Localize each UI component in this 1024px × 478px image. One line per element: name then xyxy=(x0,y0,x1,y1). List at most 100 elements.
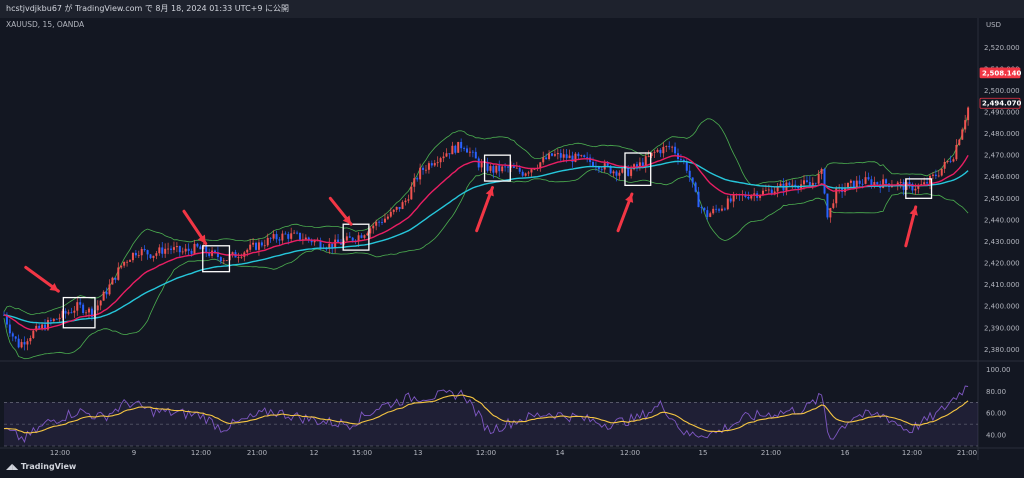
arrow-head xyxy=(625,194,634,203)
candle-body xyxy=(463,148,466,149)
price-chart[interactable]: USD 2,380.000 2,390.000 2,400.000 2,410.000 2… xyxy=(0,18,1024,460)
candle-body xyxy=(507,166,510,168)
tradingview-logo[interactable]: ◢◣ TradingView xyxy=(6,462,76,471)
candle-body xyxy=(929,175,932,184)
candle-body xyxy=(512,166,515,168)
tradingview-logo-icon: ◢◣ xyxy=(6,462,19,471)
highlight-box xyxy=(342,223,370,251)
candle-body xyxy=(480,162,483,168)
logo-text: TradingView xyxy=(20,462,77,471)
candle-body xyxy=(451,145,454,155)
candle-body xyxy=(571,155,574,162)
candle-body xyxy=(41,324,44,329)
candle-body xyxy=(908,182,911,184)
price-badge-label: 2,508.140 xyxy=(982,69,1022,77)
candle-body xyxy=(706,210,709,217)
candle-body xyxy=(630,169,633,176)
candle-body xyxy=(52,318,55,322)
candle-body xyxy=(697,191,700,208)
price-tick-label: 2,520.000 xyxy=(984,44,1020,52)
candle-body xyxy=(108,284,111,295)
candle-body xyxy=(167,248,170,250)
candle-body xyxy=(542,157,545,163)
candle-body xyxy=(413,178,416,187)
candle-body xyxy=(363,235,366,238)
candle-body xyxy=(240,256,243,258)
candle-body xyxy=(668,146,671,148)
candle-body xyxy=(383,218,386,223)
candle-body xyxy=(548,153,551,160)
time-tick-label: 15 xyxy=(699,449,708,457)
candle-body xyxy=(750,195,753,199)
candle-body xyxy=(791,184,794,186)
candle-body xyxy=(952,159,955,162)
candle-body xyxy=(351,237,354,241)
candle-body xyxy=(788,182,791,186)
ema-fast-line xyxy=(3,154,969,331)
candle-body xyxy=(808,181,811,186)
candle-body xyxy=(726,198,729,210)
candle-body xyxy=(58,317,61,320)
price-tick-label: 2,390.000 xyxy=(984,324,1020,332)
candle-body xyxy=(275,234,278,240)
candle-body xyxy=(861,183,864,185)
candle-body xyxy=(140,249,143,256)
candle-body xyxy=(662,146,665,154)
candle-body xyxy=(841,187,844,193)
candle-body xyxy=(937,175,940,177)
candle-body xyxy=(940,168,943,176)
candle-body xyxy=(958,139,961,145)
candle-body xyxy=(82,304,85,313)
candle-body xyxy=(313,240,316,243)
candle-body xyxy=(55,318,58,320)
candle-body xyxy=(29,337,32,342)
candle-body xyxy=(266,237,269,246)
candle-body xyxy=(492,166,495,173)
candle-body xyxy=(805,180,808,182)
candle-body xyxy=(337,239,340,243)
price-tick-label: 2,460.000 xyxy=(984,173,1020,181)
candle-body xyxy=(794,184,797,187)
time-tick-label: 15:00 xyxy=(352,449,372,457)
candle-body xyxy=(592,161,595,167)
rsi-tick-label: 60.00 xyxy=(986,410,1006,418)
price-tick-label: 2,490.000 xyxy=(984,109,1020,117)
candle-body xyxy=(284,233,287,235)
candle-body xyxy=(688,170,691,178)
candle-body xyxy=(468,151,471,153)
candle-body xyxy=(345,236,348,241)
candle-body xyxy=(550,153,553,156)
candle-body xyxy=(430,163,433,166)
candle-body xyxy=(378,221,381,223)
candle-body xyxy=(609,165,612,174)
candle-body xyxy=(729,198,732,202)
candle-body xyxy=(712,208,715,214)
candle-body xyxy=(281,233,284,241)
candle-body xyxy=(216,252,219,258)
candle-body xyxy=(715,208,718,210)
candle-body xyxy=(589,157,592,162)
candle-body xyxy=(477,158,480,168)
candle-body xyxy=(556,153,559,155)
candle-body xyxy=(896,182,899,186)
candle-body xyxy=(14,336,17,339)
candle-body xyxy=(372,225,375,229)
bollinger-upper xyxy=(3,113,969,315)
candle-body xyxy=(539,162,542,169)
candle-body xyxy=(820,169,823,174)
time-tick-label: 21:00 xyxy=(761,449,781,457)
candle-body xyxy=(164,248,167,254)
candle-body xyxy=(231,252,234,256)
publish-header: hcstjvdjkbu67 が TradingView.com で 8月 18,… xyxy=(0,0,1024,18)
candle-body xyxy=(498,165,501,172)
candle-body xyxy=(466,148,469,153)
candle-body xyxy=(126,261,129,263)
time-axis[interactable]: 12:00 9 12:00 21:00 12 15:00 13 12:00 14 12:00 15 2… xyxy=(50,449,977,457)
candle-body xyxy=(178,246,181,253)
candle-body xyxy=(389,211,392,217)
candle-body xyxy=(527,172,530,174)
arrow-head xyxy=(342,215,352,225)
price-axis[interactable]: USD 2,380.000 2,390.000 2,400.000 2,410.000 2… xyxy=(979,21,1022,440)
candle-body xyxy=(732,194,735,202)
candles xyxy=(3,106,970,351)
